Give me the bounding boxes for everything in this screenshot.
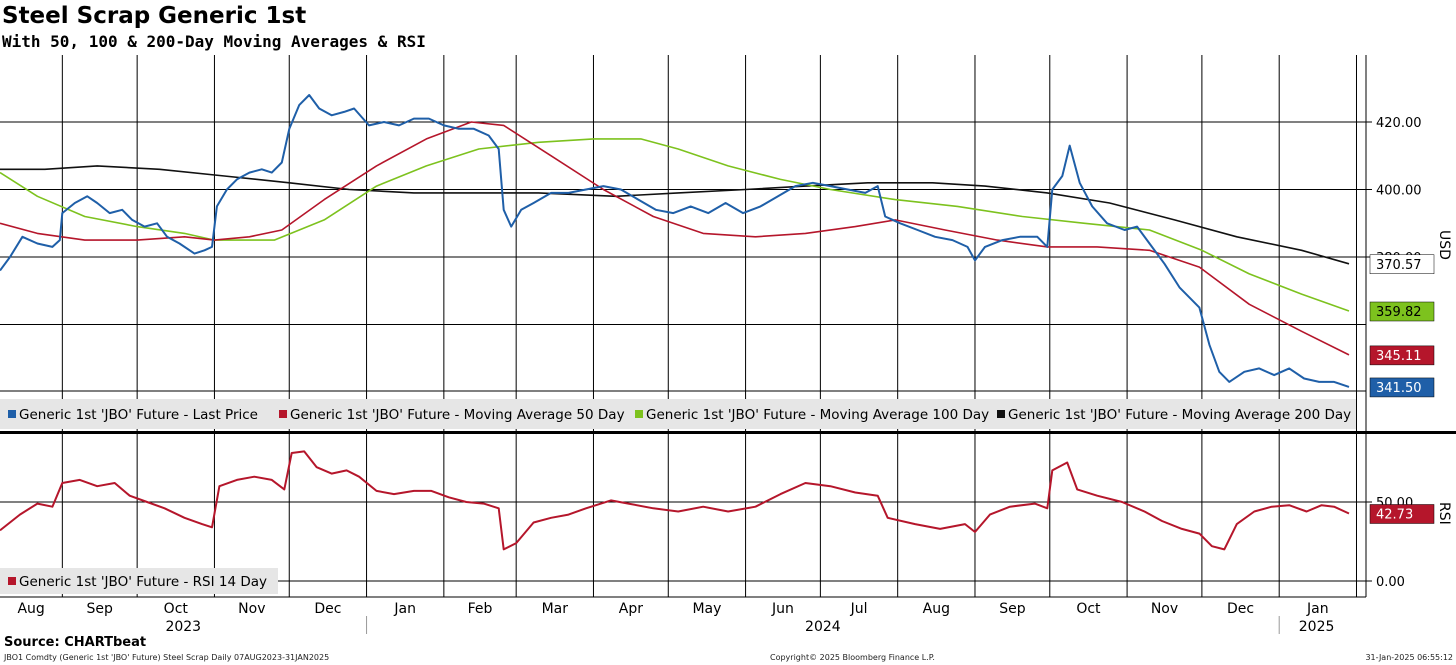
x-tick-label: Oct — [164, 601, 189, 617]
legend-swatch — [8, 577, 16, 585]
x-tick-label: Jun — [771, 601, 794, 617]
tag-rsi-box — [1369, 504, 1435, 524]
series-last-price — [0, 94, 1350, 388]
legend-swatch — [997, 410, 1005, 418]
x-tick-label: Jan — [393, 601, 416, 617]
footer-copyright: Copyright© 2025 Bloomberg Finance L.P. — [770, 653, 935, 662]
chart-title: Steel Scrap Generic 1st — [2, 3, 307, 29]
chart-subtitle: With 50, 100 & 200-Day Moving Averages &… — [2, 32, 426, 51]
x-year-label: 2023 — [165, 619, 201, 635]
legend-label: Generic 1st 'JBO' Future - Last Price — [19, 407, 258, 423]
y-tick-label: 400.00 — [1376, 184, 1422, 199]
y-axis-title-rsi: RSI — [1436, 502, 1452, 525]
x-tick-label: Sep — [87, 601, 114, 617]
series-rsi — [0, 450, 1350, 551]
axes — [0, 55, 1456, 634]
x-tick-label: Dec — [1227, 601, 1254, 617]
legend-label: Generic 1st 'JBO' Future - Moving Averag… — [290, 407, 625, 423]
x-tick-label: Oct — [1076, 601, 1101, 617]
footer-timestamp: 31-Jan-2025 06:55:12 — [1365, 653, 1453, 662]
tag-ma50-text: 345.11 — [1376, 349, 1422, 364]
x-tick-label: Jan — [1306, 601, 1329, 617]
panel-separator — [0, 431, 1456, 434]
y-axis-title-price: USD — [1436, 230, 1452, 260]
axis-labels: 420.00400.00380.0050.000.00USDRSI370.573… — [17, 116, 1452, 635]
legend-label: Generic 1st 'JBO' Future - Moving Averag… — [1008, 407, 1351, 423]
x-tick-label: Dec — [314, 601, 341, 617]
footer-ticker: JBO1 Comdty (Generic 1st 'JBO' Future) S… — [4, 653, 330, 662]
grid-lines — [0, 55, 1366, 597]
legends: Generic 1st 'JBO' Future - Last Price Gen… — [0, 399, 1356, 594]
x-tick-label: Nov — [1151, 601, 1178, 617]
series-ma200 — [0, 165, 1350, 265]
series-ma100 — [0, 138, 1350, 312]
tag-ma100-box — [1369, 301, 1435, 322]
price-legend-box — [0, 399, 1356, 429]
tag-ma100-text: 359.82 — [1376, 305, 1422, 320]
legend-label: Generic 1st 'JBO' Future - Moving Averag… — [646, 407, 989, 423]
tag-ma200-box — [1369, 254, 1435, 274]
tag-last-price-box — [1369, 377, 1435, 398]
x-year-label: 2024 — [805, 619, 841, 635]
x-tick-label: Sep — [999, 601, 1026, 617]
source-note: Source: CHARTbeat — [4, 635, 147, 650]
x-tick-label: May — [692, 601, 721, 617]
tag-ma200-text: 370.57 — [1376, 258, 1422, 273]
y-tick-label: 0.00 — [1376, 575, 1405, 590]
rsi-legend-box — [0, 568, 278, 594]
x-tick-label: Mar — [542, 601, 569, 617]
x-tick-label: Apr — [619, 601, 643, 617]
tag-rsi-text: 42.73 — [1376, 507, 1413, 522]
tag-last-price-text: 341.50 — [1376, 381, 1422, 396]
series-ma50 — [0, 121, 1350, 356]
x-tick-label: Nov — [238, 601, 265, 617]
x-year-label: 2025 — [1299, 619, 1335, 635]
legend-label: Generic 1st 'JBO' Future - RSI 14 Day — [19, 574, 267, 590]
y-tick-label: 420.00 — [1376, 116, 1422, 131]
legend-swatch — [635, 410, 643, 418]
legend-swatch — [279, 410, 287, 418]
x-tick-label: Feb — [468, 601, 493, 617]
series-lines — [0, 94, 1350, 551]
x-tick-label: Aug — [17, 601, 44, 617]
x-tick-label: Jul — [850, 601, 868, 617]
x-tick-label: Aug — [923, 601, 950, 617]
legend-swatch — [8, 410, 16, 418]
tag-ma50-box — [1369, 345, 1435, 366]
